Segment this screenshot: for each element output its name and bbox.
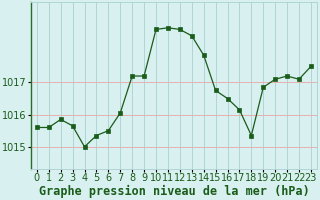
X-axis label: Graphe pression niveau de la mer (hPa): Graphe pression niveau de la mer (hPa) bbox=[38, 185, 309, 198]
